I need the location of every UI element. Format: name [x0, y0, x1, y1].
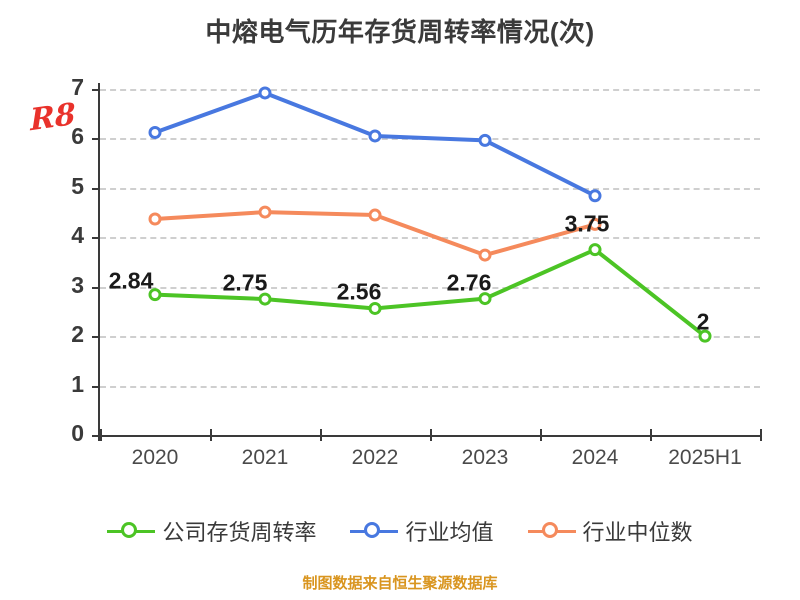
y-axis-tick-label: 3 [71, 271, 84, 298]
x-axis-tick-label: 2022 [351, 446, 399, 469]
legend-marker-icon [527, 520, 576, 542]
data-point-label: 2.76 [446, 269, 492, 296]
data-point [148, 125, 162, 139]
gridline [100, 187, 760, 190]
legend-item-0[interactable]: 公司存货周转率 [107, 515, 316, 547]
x-tick [210, 429, 212, 441]
y-tick [92, 336, 100, 339]
y-axis-line [98, 83, 100, 441]
legend-dot [121, 522, 138, 538]
series-line [153, 210, 597, 258]
legend-label: 公司存货周转率 [162, 520, 317, 545]
y-tick [92, 237, 100, 240]
gridline [100, 286, 760, 289]
x-tick [430, 429, 432, 441]
y-tick [92, 385, 100, 388]
y-axis-tick-label: 5 [71, 172, 84, 199]
y-axis-tick-label: 0 [71, 420, 84, 446]
y-axis-tick-label: 1 [71, 370, 84, 397]
x-axis-tick-label: 2021 [241, 446, 289, 469]
y-tick [92, 286, 100, 289]
legend-item-2[interactable]: 行业中位数 [527, 515, 693, 547]
x-axis-line [98, 435, 760, 437]
series-line [153, 90, 597, 198]
data-point [588, 243, 602, 257]
y-tick [92, 187, 100, 190]
x-axis-tick-label: 2020 [131, 446, 179, 469]
y-tick [92, 435, 100, 437]
y-axis-tick-label: 4 [71, 222, 84, 249]
legend: 公司存货周转率 行业均值 行业中位数 [0, 515, 800, 547]
x-tick [320, 429, 322, 441]
x-axis-tick-label: 2025H1 [668, 446, 742, 469]
legend-item-1[interactable]: 行业均值 [350, 515, 494, 547]
data-point [258, 205, 272, 219]
y-axis-tick-label: 7 [71, 74, 84, 100]
page-title: 中熔电气历年存货周转率情况(次) [205, 17, 595, 47]
data-point [478, 248, 492, 262]
y-tick [92, 138, 100, 141]
legend-dot [364, 522, 381, 538]
legend-label: 行业均值 [405, 520, 494, 545]
data-point [368, 208, 382, 222]
legend-label: 行业中位数 [582, 520, 693, 545]
legend-marker-icon [350, 520, 399, 542]
data-point [588, 189, 602, 203]
x-axis-tick-label: 2023 [461, 446, 509, 469]
gridline [100, 89, 760, 91]
y-axis-tick-label: 2 [71, 321, 84, 348]
data-point-label: 2.84 [108, 267, 154, 294]
legend-marker-icon [107, 520, 156, 542]
gridline [100, 138, 760, 141]
y-tick [92, 89, 100, 91]
x-tick [650, 429, 652, 441]
x-axis-tick-label: 2024 [571, 446, 619, 469]
gridline [100, 237, 760, 240]
x-tick [100, 429, 102, 441]
data-point-label: 2.75 [222, 269, 268, 296]
data-point [148, 212, 162, 226]
data-point-label: 2 [696, 308, 710, 335]
data-point-label: 2.56 [336, 278, 382, 305]
x-tick [540, 429, 542, 441]
source-note: 制图数据来自恒生聚源数据库 [302, 575, 498, 592]
gridline [100, 385, 760, 388]
data-point-label: 3.75 [564, 210, 610, 237]
gridline [100, 336, 760, 339]
legend-dot [541, 522, 558, 538]
y-axis-tick-label: 6 [71, 123, 84, 150]
x-tick [760, 429, 762, 441]
